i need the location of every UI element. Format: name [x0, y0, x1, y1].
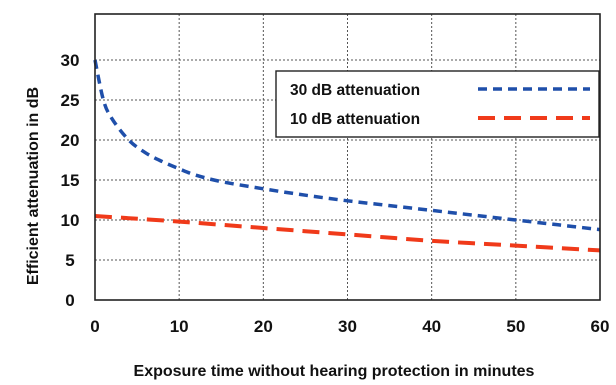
x-axis-label: Exposure time without hearing protection…: [134, 363, 535, 380]
x-tick-label: 10: [170, 317, 189, 336]
y-tick-label: 25: [61, 91, 80, 110]
grid: [95, 14, 600, 300]
plot-frame: [94, 13, 601, 301]
x-tick-label: 60: [591, 317, 610, 336]
legend-label-30db: 30 dB attenuation: [290, 82, 420, 99]
y-tick-label: 5: [65, 251, 74, 270]
series-line-0: [93, 59, 601, 232]
y-tick-label: 0: [65, 291, 74, 310]
x-tick-labels: 0 10 20 30 40 50 60: [90, 317, 609, 336]
y-tick-labels: 0 5 10 15 20 25 30: [61, 51, 80, 310]
y-tick-label: 15: [61, 171, 80, 190]
y-tick-label: 20: [61, 131, 80, 150]
series-lines: [93, 59, 601, 253]
series-line-1: [94, 214, 601, 253]
legend: 30 dB attenuation 10 dB attenuation: [275, 70, 600, 138]
legend-label-10db: 10 dB attenuation: [290, 111, 420, 128]
x-tick-label: 40: [422, 317, 441, 336]
x-tick-label: 30: [338, 317, 357, 336]
x-tick-label: 0: [90, 317, 99, 336]
x-tick-label: 20: [254, 317, 273, 336]
y-axis-label: Efficient attenuation in dB: [25, 87, 42, 285]
y-tick-label: 30: [61, 51, 80, 70]
x-tick-label: 50: [506, 317, 525, 336]
y-tick-label: 10: [61, 211, 80, 230]
legend-box: [275, 70, 600, 138]
